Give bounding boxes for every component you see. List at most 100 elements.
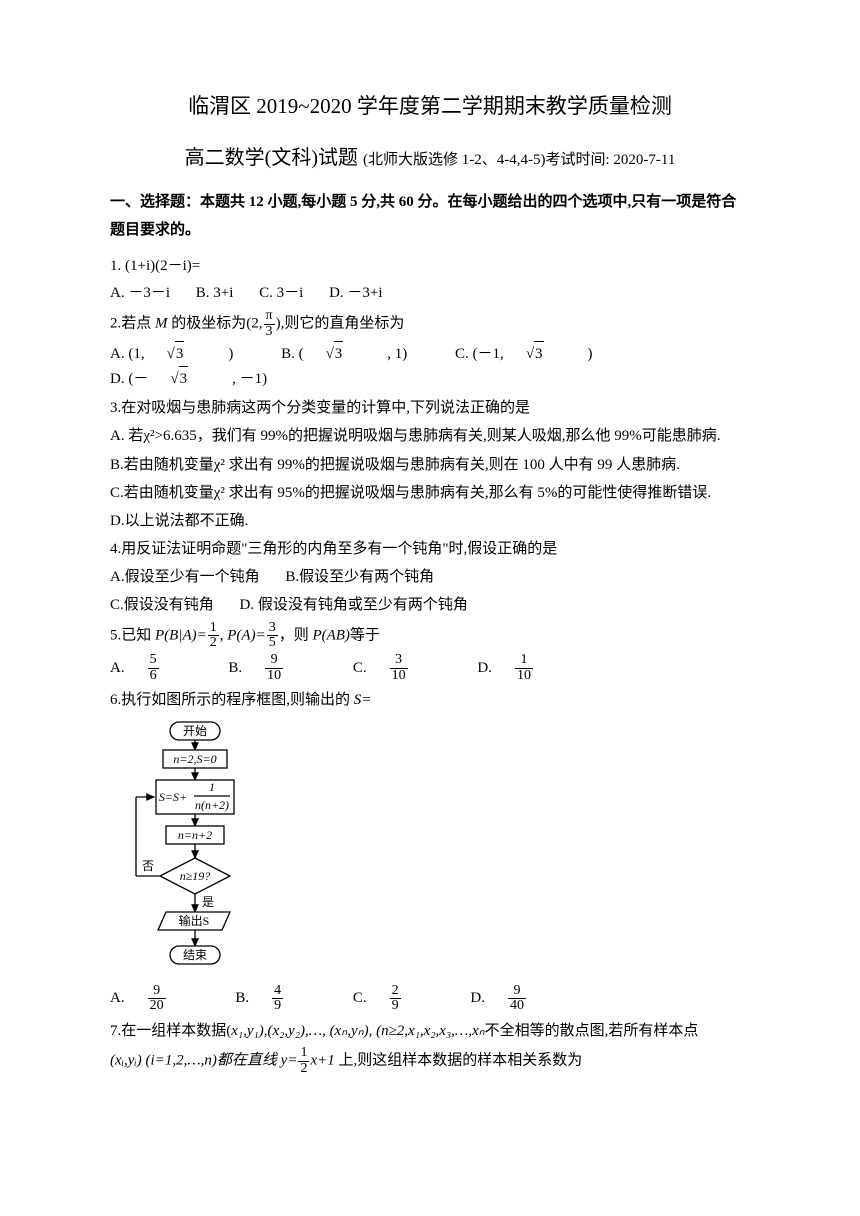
q2c-post: ) (588, 342, 593, 366)
q6-opt-d: D. 940 (470, 984, 570, 1014)
q5a-frac: 56 (148, 653, 181, 683)
q5-d2: 5 (267, 636, 278, 651)
title-note: (北师大版选修 1-2、4-4,4-5)考试时间: 2020-7-11 (363, 152, 675, 168)
q2c-pre: C. (－1, (455, 342, 504, 366)
q1-opt-b: B. 3+i (196, 281, 234, 305)
q3-opt-a: A. 若χ²>6.635，我们有 99%的把握说明吸烟与患肺病有关,则某人吸烟,… (110, 423, 750, 449)
q6a-frac: 920 (148, 984, 188, 1014)
q5a-den: 6 (148, 669, 159, 684)
question-4: 4.用反证法证明命题"三角形的内角至多有一个钝角"时,假设正确的是 (110, 536, 750, 562)
q2b-rad: 3 (334, 341, 344, 366)
q7-xplus: x+1 (310, 1053, 334, 1069)
section-1-heading: 一、选择题：本题共 12 小题,每小题 5 分,共 60 分。在每小题给出的四个… (110, 188, 750, 245)
question-1: 1. (1+i)(2－i)= (110, 253, 750, 279)
q6a-den: 20 (148, 999, 166, 1014)
q4-opt-d: D. 假设没有钝角或至少有两个钝角 (240, 593, 468, 617)
q7-vars: x₁,y₁),(x₂,y₂),…, (xₙ,yₙ), (n≥2,x₁,x₂,x₃… (231, 1023, 484, 1039)
q1-options: A. －3－i B. 3+i C. 3－i D. －3+i (110, 281, 750, 305)
q5-frac1: 12 (208, 621, 219, 651)
q4-opt-c: C.假设没有钝角 (110, 593, 214, 617)
fc-assign-pre: S=S+ (159, 790, 187, 804)
q5a-label: A. (110, 656, 125, 680)
q5-pa: P(A)= (227, 627, 265, 643)
q2a-rad: 3 (175, 341, 185, 366)
q5-pba: P(B|A)= (155, 627, 207, 643)
q5b-frac: 910 (265, 653, 305, 683)
fc-cond: n≥19? (180, 869, 211, 883)
q2-frac: π3 (264, 309, 275, 339)
q2a-pre: A. (1, (110, 342, 145, 366)
q4-opt-a: A.假设至少有一个钝角 (110, 565, 260, 589)
q2-frac-num: π (264, 309, 275, 325)
q2-var: M (155, 315, 168, 331)
q1-opt-d: D. －3+i (329, 281, 382, 305)
q5-pre: 5.已知 (110, 627, 155, 643)
q4-opt-b: B.假设至少有两个钝角 (285, 565, 434, 589)
flowchart-svg: 开始 n=2,S=0 S=S+ 1 n(n+2) n=n+2 n≥19? 否 是… (118, 720, 268, 978)
q6d-label: D. (470, 986, 485, 1010)
q7-frac: 12 (298, 1046, 309, 1076)
q2-pre: 2.若点 (110, 315, 155, 331)
q3-opt-b: B.若由随机变量χ² 求出有 99%的把握说吸烟与患肺病有关,则在 100 人中… (110, 452, 750, 478)
question-7-line2: (xᵢ,yᵢ) (i=1,2,…,n)都在直线 y=12x+1 上,则这组样本数… (110, 1046, 750, 1076)
q5-mid2: ，则 (279, 627, 313, 643)
q6-options: A. 920 B. 49 C. 29 D. 940 (110, 984, 750, 1014)
q6d-den: 40 (508, 999, 526, 1014)
q6a-label: A. (110, 986, 125, 1010)
q6-opt-a: A. 920 (110, 984, 210, 1014)
q7-den: 2 (298, 1062, 309, 1077)
q6d-num: 9 (508, 984, 526, 1000)
q3-opt-c: C.若由随机变量χ² 求出有 95%的把握说吸烟与患肺病有关,那么有 5%的可能… (110, 480, 750, 506)
q5c-den: 10 (390, 669, 408, 684)
q5-opt-a: A. 56 (110, 653, 203, 683)
q2-mid: 的极坐标为(2, (168, 315, 263, 331)
q7-post: 上,则这组样本数据的样本相关系数为 (335, 1053, 583, 1069)
exam-header-line2: 高二数学(文科)试题 (北师大版选修 1-2、4-4,4-5)考试时间: 202… (110, 142, 750, 174)
fc-end: 结束 (183, 948, 207, 962)
q5d-num: 1 (515, 653, 533, 669)
fc-start: 开始 (183, 724, 207, 738)
q2-post: ),则它的直角坐标为 (276, 315, 405, 331)
q6-var: S= (354, 692, 372, 708)
q2a-post: ) (228, 342, 233, 366)
q5-opt-b: B. 910 (228, 653, 327, 683)
q6c-label: C. (353, 986, 367, 1010)
fc-yes: 是 (202, 895, 214, 909)
q6d-frac: 940 (508, 984, 548, 1014)
q6a-num: 9 (148, 984, 166, 1000)
question-6: 6.执行如图所示的程序框图,则输出的 S= (110, 687, 750, 713)
q6c-den: 9 (390, 999, 401, 1014)
q2-opt-b: B. (3, 1) (281, 341, 429, 366)
q5-opt-d: D. 110 (477, 653, 577, 683)
exam-header-line1: 临渭区 2019~2020 学年度第二学期期末教学质量检测 (110, 90, 750, 124)
q5d-den: 10 (515, 669, 533, 684)
q2c-rad: 3 (534, 341, 544, 366)
q5b-num: 9 (265, 653, 283, 669)
q7-pre: 7.在一组样本数据( (110, 1023, 231, 1039)
q2d-rad: 3 (179, 366, 189, 391)
title-main: 高二数学(文科)试题 (185, 147, 358, 169)
q5c-label: C. (353, 656, 367, 680)
q7-y: y= (281, 1053, 298, 1069)
fc-step: n=n+2 (178, 828, 212, 842)
question-5: 5.已知 P(B|A)=12, P(A)=35，则 P(AB)等于 (110, 621, 750, 651)
question-2: 2.若点 M 的极坐标为(2,π3),则它的直角坐标为 (110, 309, 750, 339)
q4-options-row1: A.假设至少有一个钝角 B.假设至少有两个钝角 (110, 565, 750, 589)
question-3: 3.在对吸烟与患肺病这两个分类变量的计算中,下列说法正确的是 (110, 395, 750, 421)
q7-line2-pre: (xᵢ,yᵢ) (i=1,2,…,n)都在直线 (110, 1053, 281, 1069)
q5-n1: 1 (208, 621, 219, 637)
sqrt-icon: 3 (167, 341, 207, 366)
q2b-post: , 1) (387, 342, 407, 366)
q5b-label: B. (228, 656, 242, 680)
sqrt-icon: 3 (526, 341, 566, 366)
q5d-label: D. (477, 656, 492, 680)
q6b-den: 9 (272, 999, 283, 1014)
q3-opt-d: D.以上说法都不正确. (110, 508, 750, 534)
q2d-pre: D. (－ (110, 367, 148, 391)
q1-text: 1. (1+i)(2－i)= (110, 258, 200, 274)
q5c-num: 3 (390, 653, 408, 669)
q2-options: A. (1, 3) B. (3, 1) C. (－1, 3) D. (－3, －… (110, 341, 750, 391)
q1-opt-a: A. －3－i (110, 281, 170, 305)
q7-num: 1 (298, 1046, 309, 1062)
q5-post: 等于 (350, 627, 380, 643)
